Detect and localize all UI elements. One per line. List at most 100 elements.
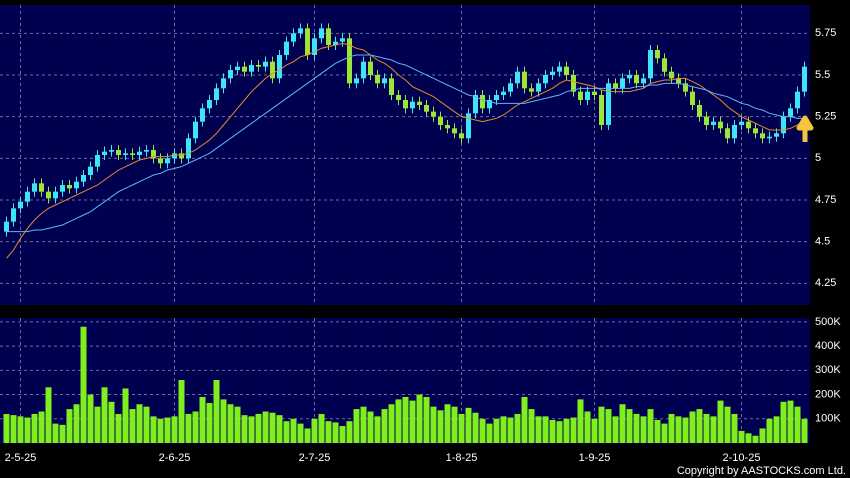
volume-bar	[668, 413, 675, 443]
volume-bar	[171, 416, 178, 443]
volume-bar	[801, 418, 808, 443]
candle-body	[109, 150, 114, 152]
volume-bar	[472, 412, 479, 443]
volume-bar	[710, 416, 717, 443]
candle-body	[368, 61, 373, 75]
volume-bar	[129, 409, 136, 443]
volume-bar	[521, 396, 528, 443]
y-tick-label: 4.75	[815, 194, 836, 206]
volume-bar	[724, 406, 731, 443]
volume-bar	[255, 413, 262, 443]
volume-bar	[605, 409, 612, 443]
volume-bar	[696, 409, 703, 443]
candle-body	[60, 185, 65, 192]
volume-bar	[738, 430, 745, 443]
volume-bar	[465, 407, 472, 443]
candle-body	[599, 95, 604, 125]
volume-bar	[220, 399, 227, 443]
volume-bar	[458, 413, 465, 443]
volume-bar	[143, 406, 150, 443]
volume-bar	[122, 388, 129, 443]
plot-layer: 4.25 4.5 4.75 5 5.25 5.5 5.75 100K 200K 300K 400K 5…	[0, 5, 841, 464]
volume-bar	[640, 416, 647, 443]
volume-bar	[577, 399, 584, 443]
candle-body	[81, 175, 86, 182]
candle-body	[795, 91, 800, 109]
volume-bar	[563, 418, 570, 443]
candle-body	[102, 151, 107, 155]
volume-bar	[199, 396, 206, 443]
y-tick-label: 500K	[815, 316, 841, 328]
candle-body	[11, 208, 16, 222]
volume-bar	[213, 380, 220, 443]
volume-bar	[80, 326, 87, 443]
y-tick-label: 5	[815, 152, 821, 164]
volume-bar	[73, 404, 80, 443]
candle-body	[564, 66, 569, 75]
y-tick-label: 300K	[815, 364, 841, 376]
candle-body	[361, 61, 366, 79]
volume-bar	[717, 400, 724, 443]
candle-body	[347, 38, 352, 84]
volume-bar	[535, 416, 542, 443]
volume-bar	[556, 421, 563, 443]
candle-body	[725, 128, 730, 139]
candle-body	[634, 75, 639, 84]
candle-body	[711, 121, 716, 125]
volume-bar	[451, 406, 458, 443]
y-tick-label: 5.75	[815, 27, 836, 39]
volume-bar	[115, 413, 122, 443]
x-tick-label: 1-8-25	[446, 452, 478, 464]
candle-body	[697, 105, 702, 117]
candle-body	[165, 158, 170, 164]
candle-body	[242, 66, 247, 72]
candle-body	[39, 183, 44, 192]
volume-bar	[514, 413, 521, 443]
candle-body	[529, 88, 534, 92]
volume-bar	[570, 417, 577, 443]
volume-bar	[416, 394, 423, 443]
candle-body	[753, 128, 758, 134]
volume-bar	[626, 409, 633, 443]
volume-bar	[486, 423, 493, 443]
candle-body	[305, 28, 310, 55]
volume-bar	[395, 399, 402, 443]
volume-bar	[353, 409, 360, 443]
volume-bar	[17, 416, 24, 443]
volume-bar	[241, 415, 248, 443]
volume-bar	[703, 413, 710, 443]
volume-bar	[759, 428, 766, 443]
candle-body	[676, 78, 681, 84]
candle-body	[130, 153, 135, 155]
volume-bar	[787, 400, 794, 443]
volume-bar	[661, 423, 668, 443]
candle-body	[284, 41, 289, 55]
y-tick-label: 4.5	[815, 236, 830, 248]
candle-body	[410, 101, 415, 109]
volume-bar	[150, 416, 157, 443]
volume-bar	[248, 416, 255, 443]
candle-body	[291, 33, 296, 42]
volume-bar	[185, 413, 192, 443]
candle-body	[445, 125, 450, 129]
volume-bar	[45, 387, 52, 443]
candle-body	[158, 158, 163, 164]
candle-body	[767, 136, 772, 139]
candle-body	[319, 28, 324, 39]
candle-body	[424, 105, 429, 112]
candle-body	[592, 91, 597, 95]
volume-bar	[24, 417, 31, 443]
volume-bar	[591, 418, 598, 443]
volume-bar	[276, 415, 283, 443]
x-tick-label: 2-10-25	[723, 452, 761, 464]
volume-bar	[367, 411, 374, 443]
volume-bar	[794, 406, 801, 443]
volume-bar	[339, 426, 346, 443]
volume-bar	[402, 396, 409, 443]
candle-body	[781, 116, 786, 134]
volume-bar	[437, 410, 444, 443]
volume-bar	[731, 413, 738, 443]
volume-bar	[409, 400, 416, 443]
candle-body	[270, 61, 275, 79]
candle-body	[417, 101, 422, 105]
